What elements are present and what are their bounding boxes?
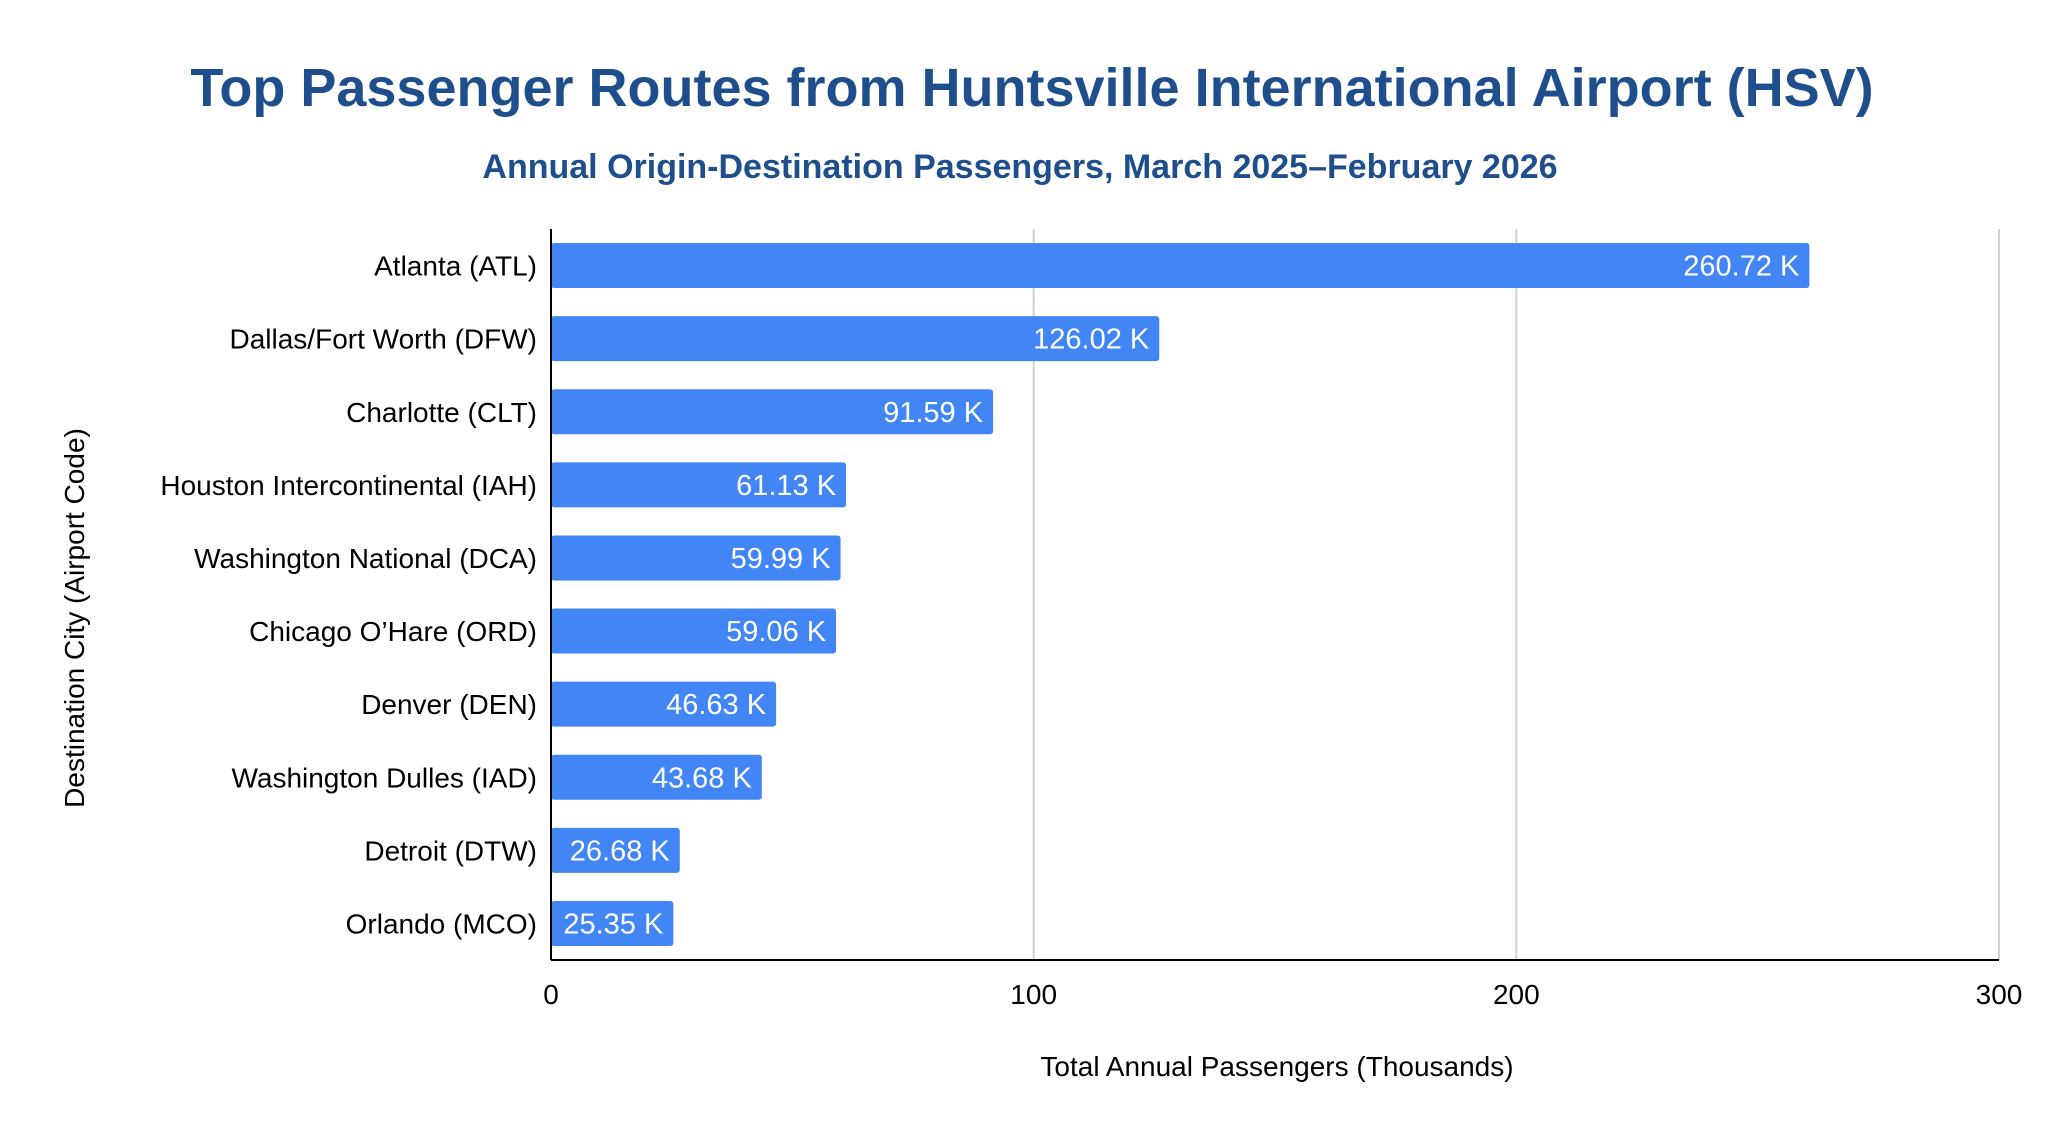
bar bbox=[551, 316, 1160, 362]
data-label: 26.68 K bbox=[570, 835, 671, 867]
data-label: 126.02 K bbox=[1033, 324, 1150, 356]
category-label: Washington Dulles (IAD) bbox=[231, 762, 537, 793]
bar bbox=[551, 681, 777, 727]
category-label: Chicago O’Hare (ORD) bbox=[249, 616, 537, 647]
bar bbox=[551, 389, 994, 435]
bar bbox=[551, 462, 847, 508]
data-label: 61.13 K bbox=[736, 470, 837, 502]
category-label: Charlotte (CLT) bbox=[346, 397, 537, 428]
chart-subtitle: Annual Origin-Destination Passengers, Ma… bbox=[482, 148, 1557, 186]
data-label: 43.68 K bbox=[652, 762, 753, 794]
bar bbox=[551, 827, 680, 873]
x-tick-label: 0 bbox=[543, 979, 559, 1010]
data-labels: 260.72 K 126.02 K 91.59 K 61.13 K 59.99 K 59.… bbox=[563, 251, 1800, 941]
category-label: Detroit (DTW) bbox=[364, 835, 537, 866]
data-label: 59.06 K bbox=[726, 616, 827, 648]
grid-lines bbox=[1032, 229, 2000, 960]
chart-title: Top Passenger Routes from Huntsville Int… bbox=[190, 58, 1873, 118]
bar bbox=[551, 608, 837, 654]
data-label: 46.63 K bbox=[666, 689, 767, 721]
category-label: Atlanta (ATL) bbox=[374, 251, 537, 282]
x-tick-label: 200 bbox=[1493, 979, 1540, 1010]
category-label: Denver (DEN) bbox=[361, 689, 537, 720]
bar bbox=[551, 535, 841, 581]
category-label: Dallas/Fort Worth (DFW) bbox=[230, 324, 538, 355]
category-label: Orlando (MCO) bbox=[346, 908, 537, 939]
bar bbox=[551, 754, 762, 800]
x-tick-label: 100 bbox=[1010, 979, 1057, 1010]
category-labels: Atlanta (ATL) Dallas/Fort Worth (DFW) Char… bbox=[160, 251, 537, 940]
data-label: 25.35 K bbox=[563, 908, 664, 940]
bar bbox=[551, 900, 674, 946]
data-label: 260.72 K bbox=[1683, 251, 1800, 283]
data-label: 91.59 K bbox=[883, 397, 984, 429]
bars bbox=[551, 243, 1810, 946]
x-axis-title: Total Annual Passengers (Thousands) bbox=[1040, 1051, 1513, 1082]
x-tick-label: 300 bbox=[1976, 979, 2023, 1010]
x-tick-labels: 0 100 200 300 bbox=[543, 979, 2022, 1010]
category-label: Houston Intercontinental (IAH) bbox=[160, 470, 537, 501]
data-label: 59.99 K bbox=[731, 543, 832, 575]
category-label: Washington National (DCA) bbox=[194, 543, 537, 574]
bar bbox=[551, 243, 1810, 289]
y-axis-title: Destination City (Airport Code) bbox=[59, 428, 90, 808]
